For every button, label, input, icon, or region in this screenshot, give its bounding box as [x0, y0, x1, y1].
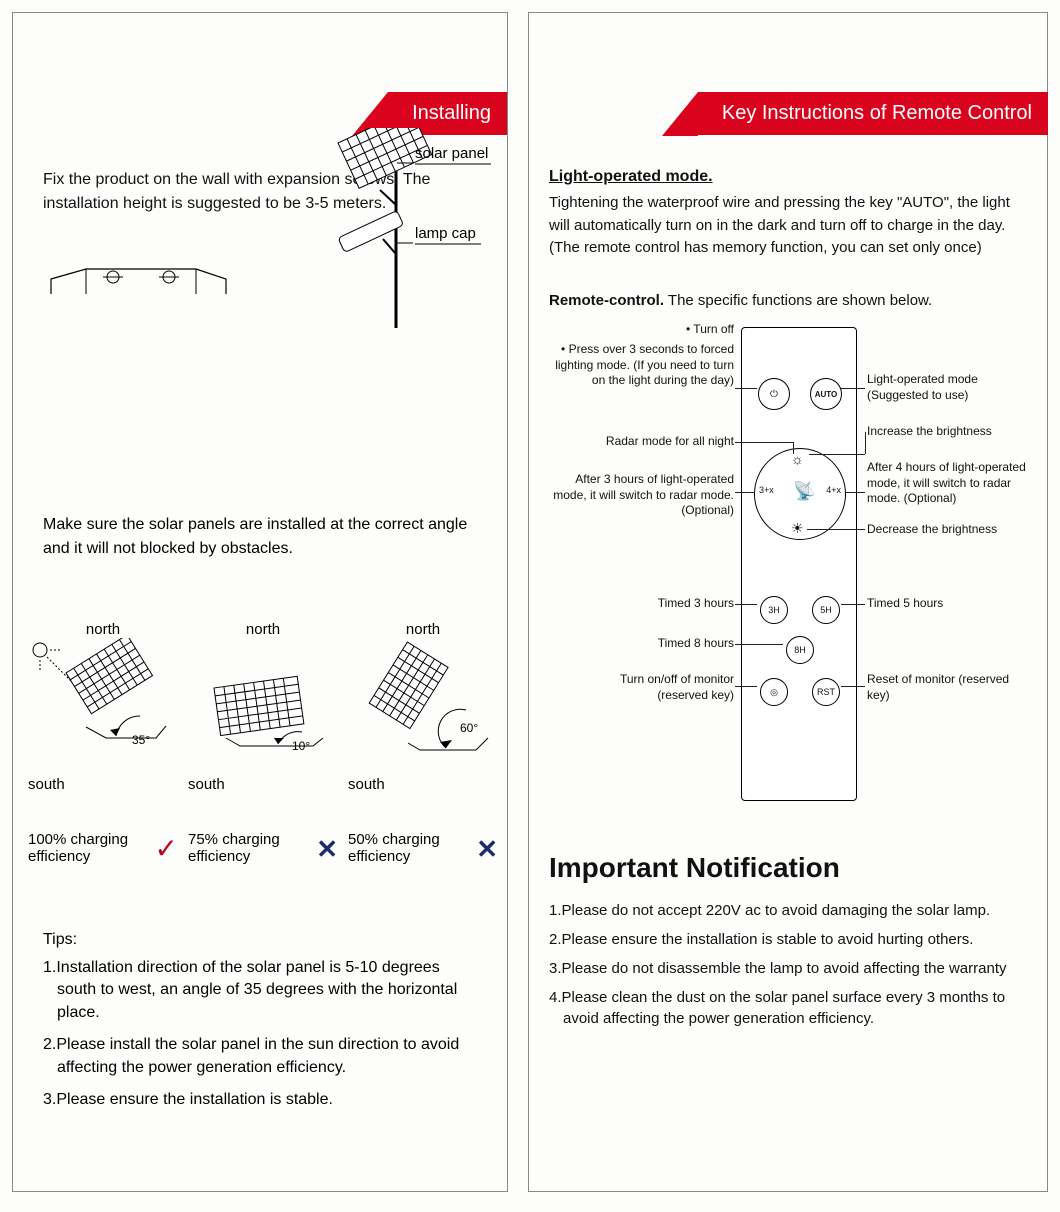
remote-control-heading: Remote-control. — [549, 292, 664, 309]
angle-10: 10° — [292, 739, 310, 755]
remote-diagram: ⏻ AUTO ☼ 3+x 📡 4+x ☀ 3H 5H 8H ◎ RST — [549, 322, 1029, 822]
4x-button: 4+x — [826, 485, 841, 495]
rst-label: Reset of monitor (reserved key) — [867, 672, 1027, 703]
notif-1: 1.Please do not accept 220V ac to avoid … — [549, 900, 1027, 921]
inc-label: Increase the brightness — [867, 424, 1027, 440]
remote-control-intro: The specific functions are shown below. — [664, 292, 932, 309]
left-panel: Installing Fix the product on the wall w… — [12, 12, 508, 1192]
t8h-label: Timed 8 hours — [614, 636, 734, 652]
notif-4: 4.Please clean the dust on the solar pan… — [549, 987, 1027, 1029]
angle-35: 35° — [132, 733, 150, 749]
dpad-circle: ☼ 3+x 📡 4+x ☀ — [754, 448, 846, 540]
t3h-label: Timed 3 hours — [614, 596, 734, 612]
3x-label: After 3 hours of light-operated mode, it… — [549, 472, 734, 519]
5h-button: 5H — [812, 596, 840, 624]
3x-button: 3+x — [759, 485, 774, 495]
turnoff-label: • Turn off — [599, 322, 734, 338]
north-1: north — [28, 621, 178, 638]
t5h-label: Timed 5 hours — [867, 596, 1027, 612]
south-2: south — [188, 776, 338, 793]
north-3: north — [348, 621, 498, 638]
auto-button: AUTO — [810, 378, 842, 410]
power-button: ⏻ — [758, 378, 790, 410]
bracket-diagram — [41, 249, 231, 319]
tip-1: 1.Installation direction of the solar pa… — [43, 957, 483, 1024]
dec-label: Decrease the brightness — [867, 522, 1027, 538]
monitor-button: ◎ — [760, 678, 788, 706]
angle-note: Make sure the solar panels are installed… — [43, 513, 483, 561]
4x-label: After 4 hours of light-operated mode, it… — [867, 460, 1029, 507]
tip-3: 3.Please ensure the installation is stab… — [43, 1089, 483, 1111]
key-instructions-title: Key Instructions of Remote Control — [698, 92, 1048, 135]
angle-10-diagram — [188, 638, 338, 768]
eff-50: 50% charging efficiency — [348, 831, 468, 865]
key-instructions-header: Key Instructions of Remote Control — [698, 91, 1048, 135]
cross-icon: ✕ — [316, 834, 338, 865]
eff-100: 100% charging efficiency — [28, 831, 147, 865]
angle-35-diagram — [28, 638, 178, 768]
lamp-cap-label-txt: lamp cap — [415, 224, 476, 244]
auto-label: Light-operated mode (Suggested to use) — [867, 372, 1027, 403]
check-icon: ✓ — [155, 832, 178, 865]
8h-button: 8H — [786, 636, 814, 664]
brightness-down-icon: ☀ — [791, 520, 804, 537]
south-3: south — [348, 776, 498, 793]
cross-icon: ✕ — [476, 834, 498, 865]
notif-2: 2.Please ensure the installation is stab… — [549, 929, 1027, 950]
light-mode-heading: Light-operated mode. — [549, 168, 1027, 186]
angle-60: 60° — [460, 721, 478, 737]
tip-2: 2.Please install the solar panel in the … — [43, 1034, 483, 1079]
mon-label: Turn on/off of monitor (reserved key) — [569, 672, 734, 703]
angles-row: north 35° south north — [23, 621, 503, 793]
right-panel: Key Instructions of Remote Control Light… — [528, 12, 1048, 1192]
light-mode-p2: (The remote control has memory function,… — [549, 237, 1027, 260]
3h-button: 3H — [760, 596, 788, 624]
tips-block: Tips: 1.Installation direction of the so… — [43, 913, 483, 1121]
south-1: south — [28, 776, 178, 793]
rst-button: RST — [812, 678, 840, 706]
eff-75: 75% charging efficiency — [188, 831, 308, 865]
radar-icon: 📡 — [793, 481, 815, 502]
press3s-label: • Press over 3 seconds to forced lightin… — [549, 342, 734, 389]
remote-body: ⏻ AUTO ☼ 3+x 📡 4+x ☀ 3H 5H 8H ◎ RST — [741, 327, 857, 801]
tips-heading: Tips: — [43, 931, 483, 949]
north-2: north — [188, 621, 338, 638]
efficiency-row: 100% charging efficiency✓ 75% charging e… — [23, 831, 503, 865]
radar-label: Radar mode for all night — [564, 434, 734, 450]
notif-3: 3.Please do not disassemble the lamp to … — [549, 958, 1027, 979]
notification-heading: Important Notification — [549, 852, 1027, 884]
angle-60-diagram — [348, 638, 498, 768]
notification-list: 1.Please do not accept 220V ac to avoid … — [549, 900, 1027, 1029]
light-mode-p1: Tightening the waterproof wire and press… — [549, 192, 1027, 237]
solar-panel-label-txt: solar panel — [415, 144, 488, 164]
